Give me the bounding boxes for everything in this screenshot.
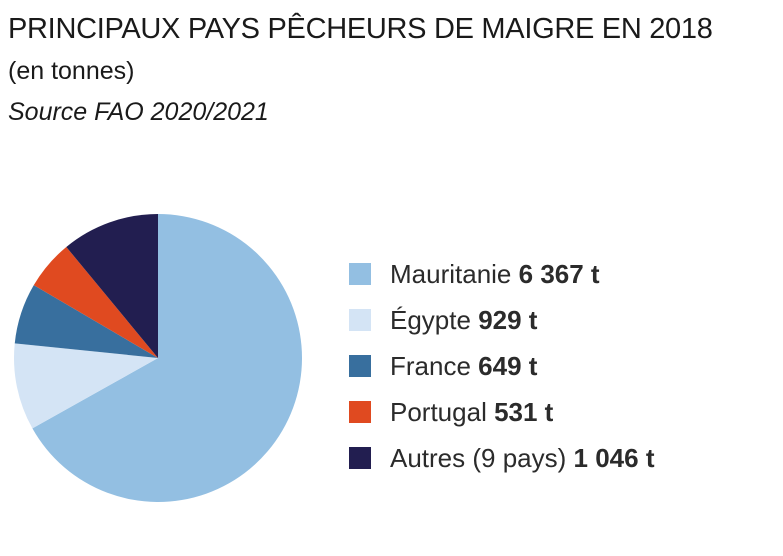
pie-slice-egypte: [14, 343, 159, 429]
legend-name: Portugal: [390, 397, 487, 427]
legend-name: Mauritanie: [390, 259, 512, 289]
legend-swatch-france: [349, 355, 371, 377]
legend-item-autres: Autres (9 pays) 1 046 t: [349, 435, 654, 481]
legend-name: Égypte: [390, 305, 471, 335]
legend-swatch-egypte: [349, 309, 371, 331]
legend-label: Égypte 929 t: [390, 305, 537, 335]
legend-label: France 649 t: [390, 351, 537, 381]
legend-value: 531 t: [494, 397, 554, 427]
pie-slice-autres-9-pays: [66, 214, 158, 358]
pie-slice-france: [14, 285, 158, 358]
pie-chart: [14, 214, 303, 502]
legend-item-egypte: Égypte 929 t: [349, 297, 654, 343]
legend-item-france: France 649 t: [349, 343, 654, 389]
chart-title: PRINCIPAUX PAYS PÊCHEURS DE MAIGRE EN 20…: [8, 13, 713, 45]
legend-label: Autres (9 pays) 1 046 t: [390, 443, 654, 473]
legend-value: 929 t: [478, 305, 538, 335]
legend-name: France: [390, 351, 471, 381]
legend-item-mauritanie: Mauritanie 6 367 t: [349, 251, 654, 297]
legend-label: Portugal 531 t: [390, 397, 553, 427]
legend-swatch-portugal: [349, 401, 371, 423]
legend-value: 6 367 t: [518, 259, 600, 289]
pie-slice-mauritanie: [32, 214, 303, 502]
legend-value: 649 t: [478, 351, 538, 381]
legend-label: Mauritanie 6 367 t: [390, 259, 600, 289]
legend-swatch-autres: [349, 447, 371, 469]
legend-name: Autres (9 pays): [390, 443, 567, 473]
pie-slice-portugal: [33, 246, 158, 358]
chart-source: Source FAO 2020/2021: [8, 98, 269, 126]
legend: Mauritanie 6 367 t Égypte 929 t France 6…: [349, 251, 654, 481]
legend-swatch-mauritanie: [349, 263, 371, 285]
legend-value: 1 046 t: [573, 443, 655, 473]
chart-subtitle: (en tonnes): [8, 57, 135, 85]
legend-item-portugal: Portugal 531 t: [349, 389, 654, 435]
